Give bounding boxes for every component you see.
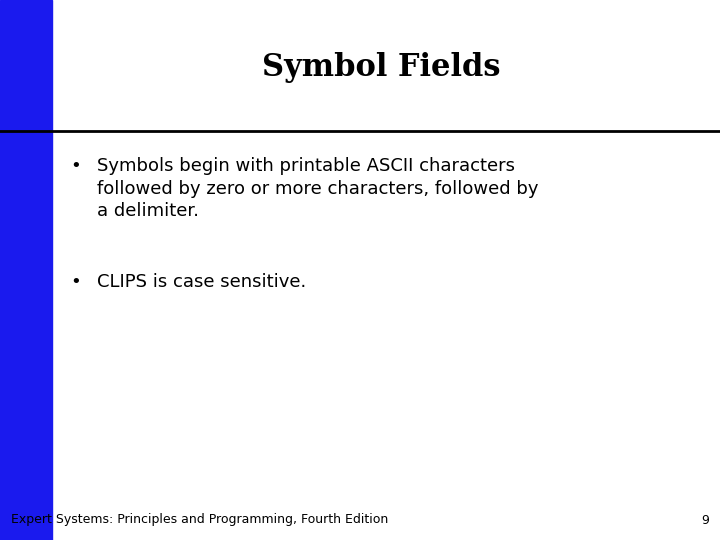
Bar bbox=[0, 0, 52, 540]
Text: 9: 9 bbox=[701, 514, 709, 526]
Text: Symbols begin with printable ASCII characters
followed by zero or more character: Symbols begin with printable ASCII chara… bbox=[97, 157, 539, 220]
Text: CLIPS is case sensitive.: CLIPS is case sensitive. bbox=[97, 273, 307, 291]
Text: •: • bbox=[71, 157, 81, 174]
Text: •: • bbox=[71, 273, 81, 291]
Text: Symbol Fields: Symbol Fields bbox=[262, 52, 501, 83]
Text: Expert Systems: Principles and Programming, Fourth Edition: Expert Systems: Principles and Programmi… bbox=[11, 514, 388, 526]
